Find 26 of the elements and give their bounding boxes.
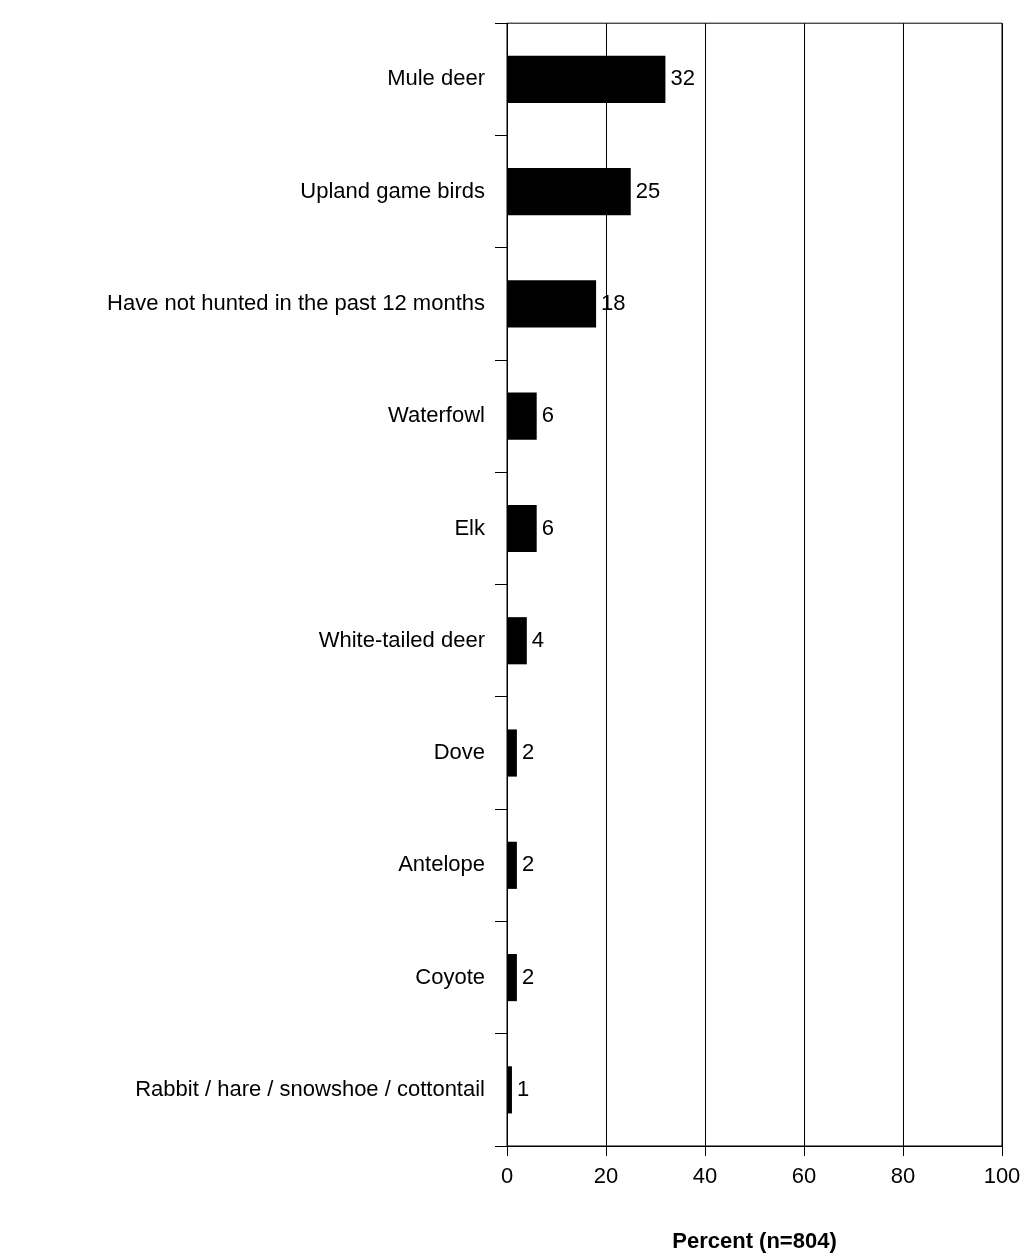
y-tick-label: Rabbit / hare / snowshoe / cottontail [135, 1075, 485, 1101]
data-label: 32 [670, 65, 695, 91]
x-tick-label: 100 [983, 1163, 1021, 1189]
y-tick-label: Antelope [398, 851, 485, 877]
x-tick-label: 80 [890, 1163, 916, 1189]
x-tick-label: 20 [593, 1163, 619, 1189]
data-label: 6 [541, 402, 554, 428]
x-tick-label: 0 [500, 1163, 514, 1189]
y-tick-label: Waterfowl [388, 402, 485, 428]
data-label: 1 [516, 1075, 530, 1101]
data-label: 2 [521, 851, 535, 877]
y-tick-label: Have not hunted in the past 12 months [107, 289, 485, 315]
y-tick-label: Dove [433, 739, 485, 765]
y-tick-label: Mule deer [387, 65, 485, 91]
y-tick-label: White-tailed deer [318, 626, 485, 652]
data-label: 6 [541, 514, 554, 540]
y-tick-label: Elk [454, 514, 486, 540]
data-label: 4 [531, 626, 545, 652]
data-label: 25 [635, 177, 661, 203]
data-label: 2 [521, 739, 535, 765]
x-axis-title: Percent (n=804) [672, 1227, 837, 1253]
y-tick-label: Upland game birds [300, 177, 485, 203]
data-label: 2 [521, 963, 535, 989]
x-tick-label: 60 [791, 1163, 817, 1189]
x-tick-label: 40 [692, 1163, 718, 1189]
y-tick-label: Coyote [415, 963, 485, 989]
